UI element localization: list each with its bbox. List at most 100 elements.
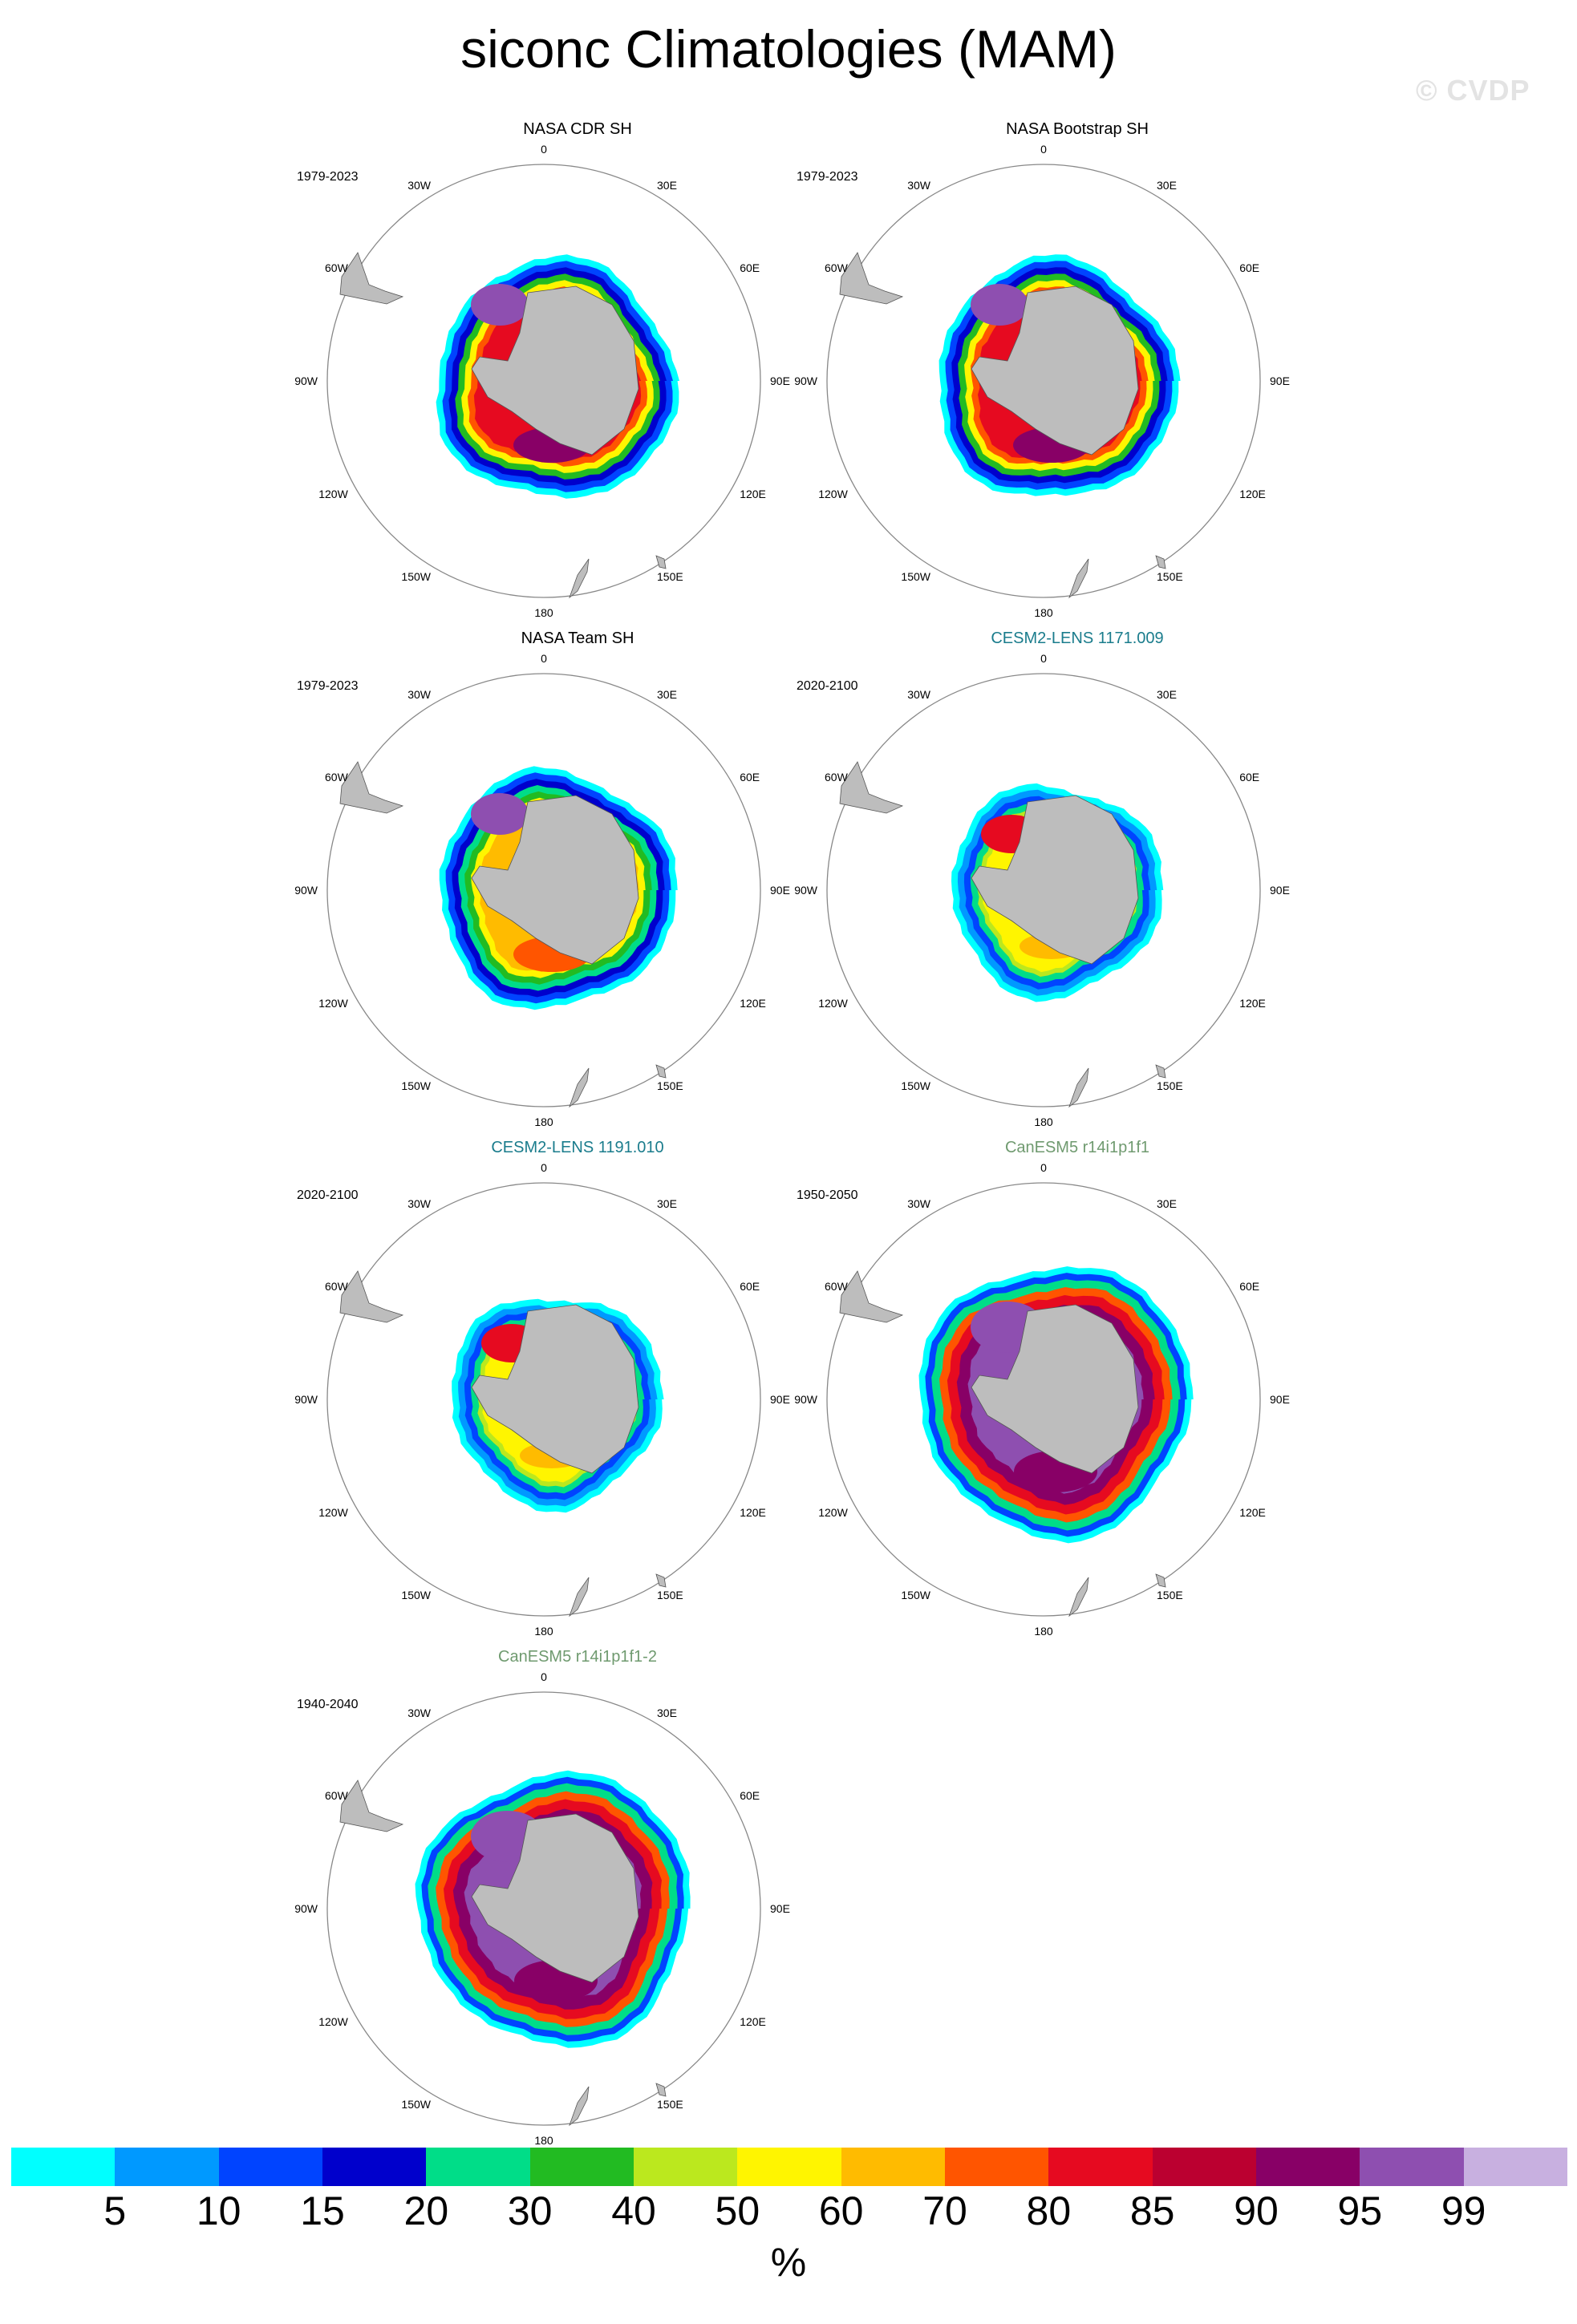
longitude-label: 0 bbox=[1040, 1161, 1047, 1174]
longitude-label: 150W bbox=[401, 1079, 431, 1092]
longitude-label: 120W bbox=[318, 997, 348, 1010]
longitude-label: 60E bbox=[1239, 771, 1259, 783]
longitude-label: 60E bbox=[740, 1789, 760, 1802]
longitude-label: 180 bbox=[1034, 606, 1053, 619]
map-panel: 0 30E 60E 90E 120E 150E 180 150W 120W 90W 60W 30W Ca… bbox=[294, 1648, 858, 2147]
colorbar-swatch bbox=[1152, 2148, 1256, 2186]
longitude-label: 90E bbox=[1270, 884, 1290, 897]
colorbar-tick-label: 99 bbox=[1441, 2188, 1486, 2233]
island-landmass bbox=[1155, 1064, 1166, 1079]
colorbar-tick-label: 15 bbox=[300, 2188, 345, 2233]
colorbar-tick-label: 40 bbox=[611, 2188, 656, 2233]
longitude-label: 120W bbox=[318, 1506, 348, 1519]
longitude-label: 0 bbox=[541, 1161, 547, 1174]
longitude-label: 30W bbox=[407, 688, 432, 701]
longitude-label: 90W bbox=[294, 1393, 318, 1406]
south-america-landmass bbox=[339, 1779, 404, 1832]
longitude-label: 120E bbox=[740, 997, 766, 1010]
longitude-label: 60W bbox=[825, 771, 849, 783]
longitude-label: 120E bbox=[1239, 997, 1266, 1010]
panel-title: NASA Bootstrap SH bbox=[1006, 120, 1149, 138]
longitude-label: 60W bbox=[325, 261, 349, 274]
panel-title: NASA CDR SH bbox=[523, 120, 632, 138]
new-zealand-landmass bbox=[569, 1067, 590, 1108]
longitude-label: 30E bbox=[657, 179, 677, 192]
south-america-landmass bbox=[839, 1270, 904, 1323]
longitude-label: 0 bbox=[1040, 652, 1047, 665]
map-panel: 0 30E 60E 90E 120E 150E 180 150W 120W 90W 60W 30W NA… bbox=[294, 120, 858, 619]
sea-ice-patch bbox=[971, 284, 1028, 326]
colorbar-tick-label: 60 bbox=[818, 2188, 864, 2233]
south-america-landmass bbox=[839, 761, 904, 814]
colorbar-tick-label: 20 bbox=[403, 2188, 449, 2233]
map-panel: 0 30E 60E 90E 120E 150E 180 150W 120W 90W 60W 30W CE… bbox=[794, 630, 1358, 1128]
panel-year-range: 1979-2023 bbox=[297, 679, 359, 693]
longitude-label: 90E bbox=[1270, 375, 1290, 387]
longitude-label: 180 bbox=[534, 1115, 553, 1128]
longitude-label: 60E bbox=[740, 1280, 760, 1293]
sea-ice-patch bbox=[471, 284, 529, 326]
colorbar-tick-label: 30 bbox=[507, 2188, 553, 2233]
island-landmass bbox=[1155, 555, 1166, 569]
longitude-label: 0 bbox=[541, 652, 547, 665]
polar-map: 0 30E 60E 90E 120E 150E 180 150W 120W 90W 60W 30W bbox=[294, 143, 790, 619]
sea-ice-patch bbox=[471, 793, 529, 835]
polar-map: 0 30E 60E 90E 120E 150E 180 150W 120W 90W 60W 30W bbox=[794, 652, 1290, 1128]
longitude-label: 150E bbox=[657, 1589, 683, 1601]
longitude-label: 30E bbox=[1157, 1197, 1177, 1210]
longitude-label: 90E bbox=[770, 375, 790, 387]
longitude-label: 90W bbox=[294, 1902, 318, 1915]
polar-map: 0 30E 60E 90E 120E 150E 180 150W 120W 90W 60W 30W bbox=[294, 1161, 790, 1638]
colorbar-tick-label: 70 bbox=[922, 2188, 967, 2233]
panel-title: NASA Team SH bbox=[521, 630, 634, 647]
antarctica-landmass bbox=[971, 285, 1139, 455]
longitude-label: 120W bbox=[818, 1506, 848, 1519]
longitude-label: 30W bbox=[907, 688, 931, 701]
longitude-label: 60W bbox=[325, 1280, 349, 1293]
colorbar-swatch bbox=[322, 2148, 427, 2186]
longitude-label: 30W bbox=[907, 179, 931, 192]
longitude-label: 30E bbox=[1157, 179, 1177, 192]
longitude-label: 150W bbox=[401, 570, 431, 583]
island-landmass bbox=[655, 2083, 667, 2097]
colorbar-swatch bbox=[1255, 2148, 1360, 2186]
longitude-label: 120W bbox=[818, 997, 848, 1010]
longitude-label: 0 bbox=[541, 1670, 547, 1683]
longitude-label: 60W bbox=[325, 1789, 349, 1802]
longitude-label: 0 bbox=[541, 143, 547, 156]
longitude-label: 180 bbox=[534, 1625, 553, 1638]
polar-map: 0 30E 60E 90E 120E 150E 180 150W 120W 90W 60W 30W bbox=[794, 143, 1290, 619]
panel-year-range: 2020-2100 bbox=[297, 1188, 359, 1202]
map-panel: 0 30E 60E 90E 120E 150E 180 150W 120W 90W 60W 30W NA… bbox=[294, 630, 858, 1128]
colorbar-tick-label: 80 bbox=[1026, 2188, 1072, 2233]
longitude-label: 120W bbox=[318, 488, 348, 500]
longitude-label: 180 bbox=[1034, 1625, 1053, 1638]
longitude-label: 60E bbox=[1239, 1280, 1259, 1293]
colorbar-swatch bbox=[841, 2148, 945, 2186]
colorbar-swatch bbox=[529, 2148, 634, 2186]
island-landmass bbox=[655, 1573, 667, 1588]
colorbar-tick-label: 5 bbox=[103, 2188, 127, 2233]
colorbar-tick-labels: 5 10 15 20 30 40 50 60 70 80 85 90 95 99 bbox=[11, 2188, 1567, 2244]
antarctica-landmass bbox=[971, 1304, 1139, 1474]
longitude-label: 90W bbox=[294, 375, 318, 387]
colorbar-swatch bbox=[115, 2148, 219, 2186]
longitude-label: 150E bbox=[1157, 1079, 1183, 1092]
longitude-label: 30W bbox=[407, 179, 432, 192]
new-zealand-landmass bbox=[569, 558, 590, 599]
south-america-landmass bbox=[339, 761, 404, 814]
island-landmass bbox=[655, 1064, 667, 1079]
map-panel: 0 30E 60E 90E 120E 150E 180 150W 120W 90W 60W 30W Ca… bbox=[794, 1139, 1358, 1638]
cvdp-watermark: © CVDP bbox=[1416, 74, 1530, 107]
longitude-label: 90E bbox=[770, 1393, 790, 1406]
colorbar-swatch bbox=[1463, 2148, 1567, 2186]
longitude-label: 120E bbox=[1239, 488, 1266, 500]
longitude-label: 180 bbox=[534, 606, 553, 619]
colorbar-tick-label: 90 bbox=[1234, 2188, 1279, 2233]
figure-title: siconc Climatologies (MAM) bbox=[460, 19, 1117, 79]
colorbar-swatch bbox=[218, 2148, 322, 2186]
colorbar-swatch bbox=[737, 2148, 841, 2186]
colorbar-swatch bbox=[426, 2148, 530, 2186]
longitude-label: 120E bbox=[740, 488, 766, 500]
colorbar-swatch bbox=[1048, 2148, 1153, 2186]
